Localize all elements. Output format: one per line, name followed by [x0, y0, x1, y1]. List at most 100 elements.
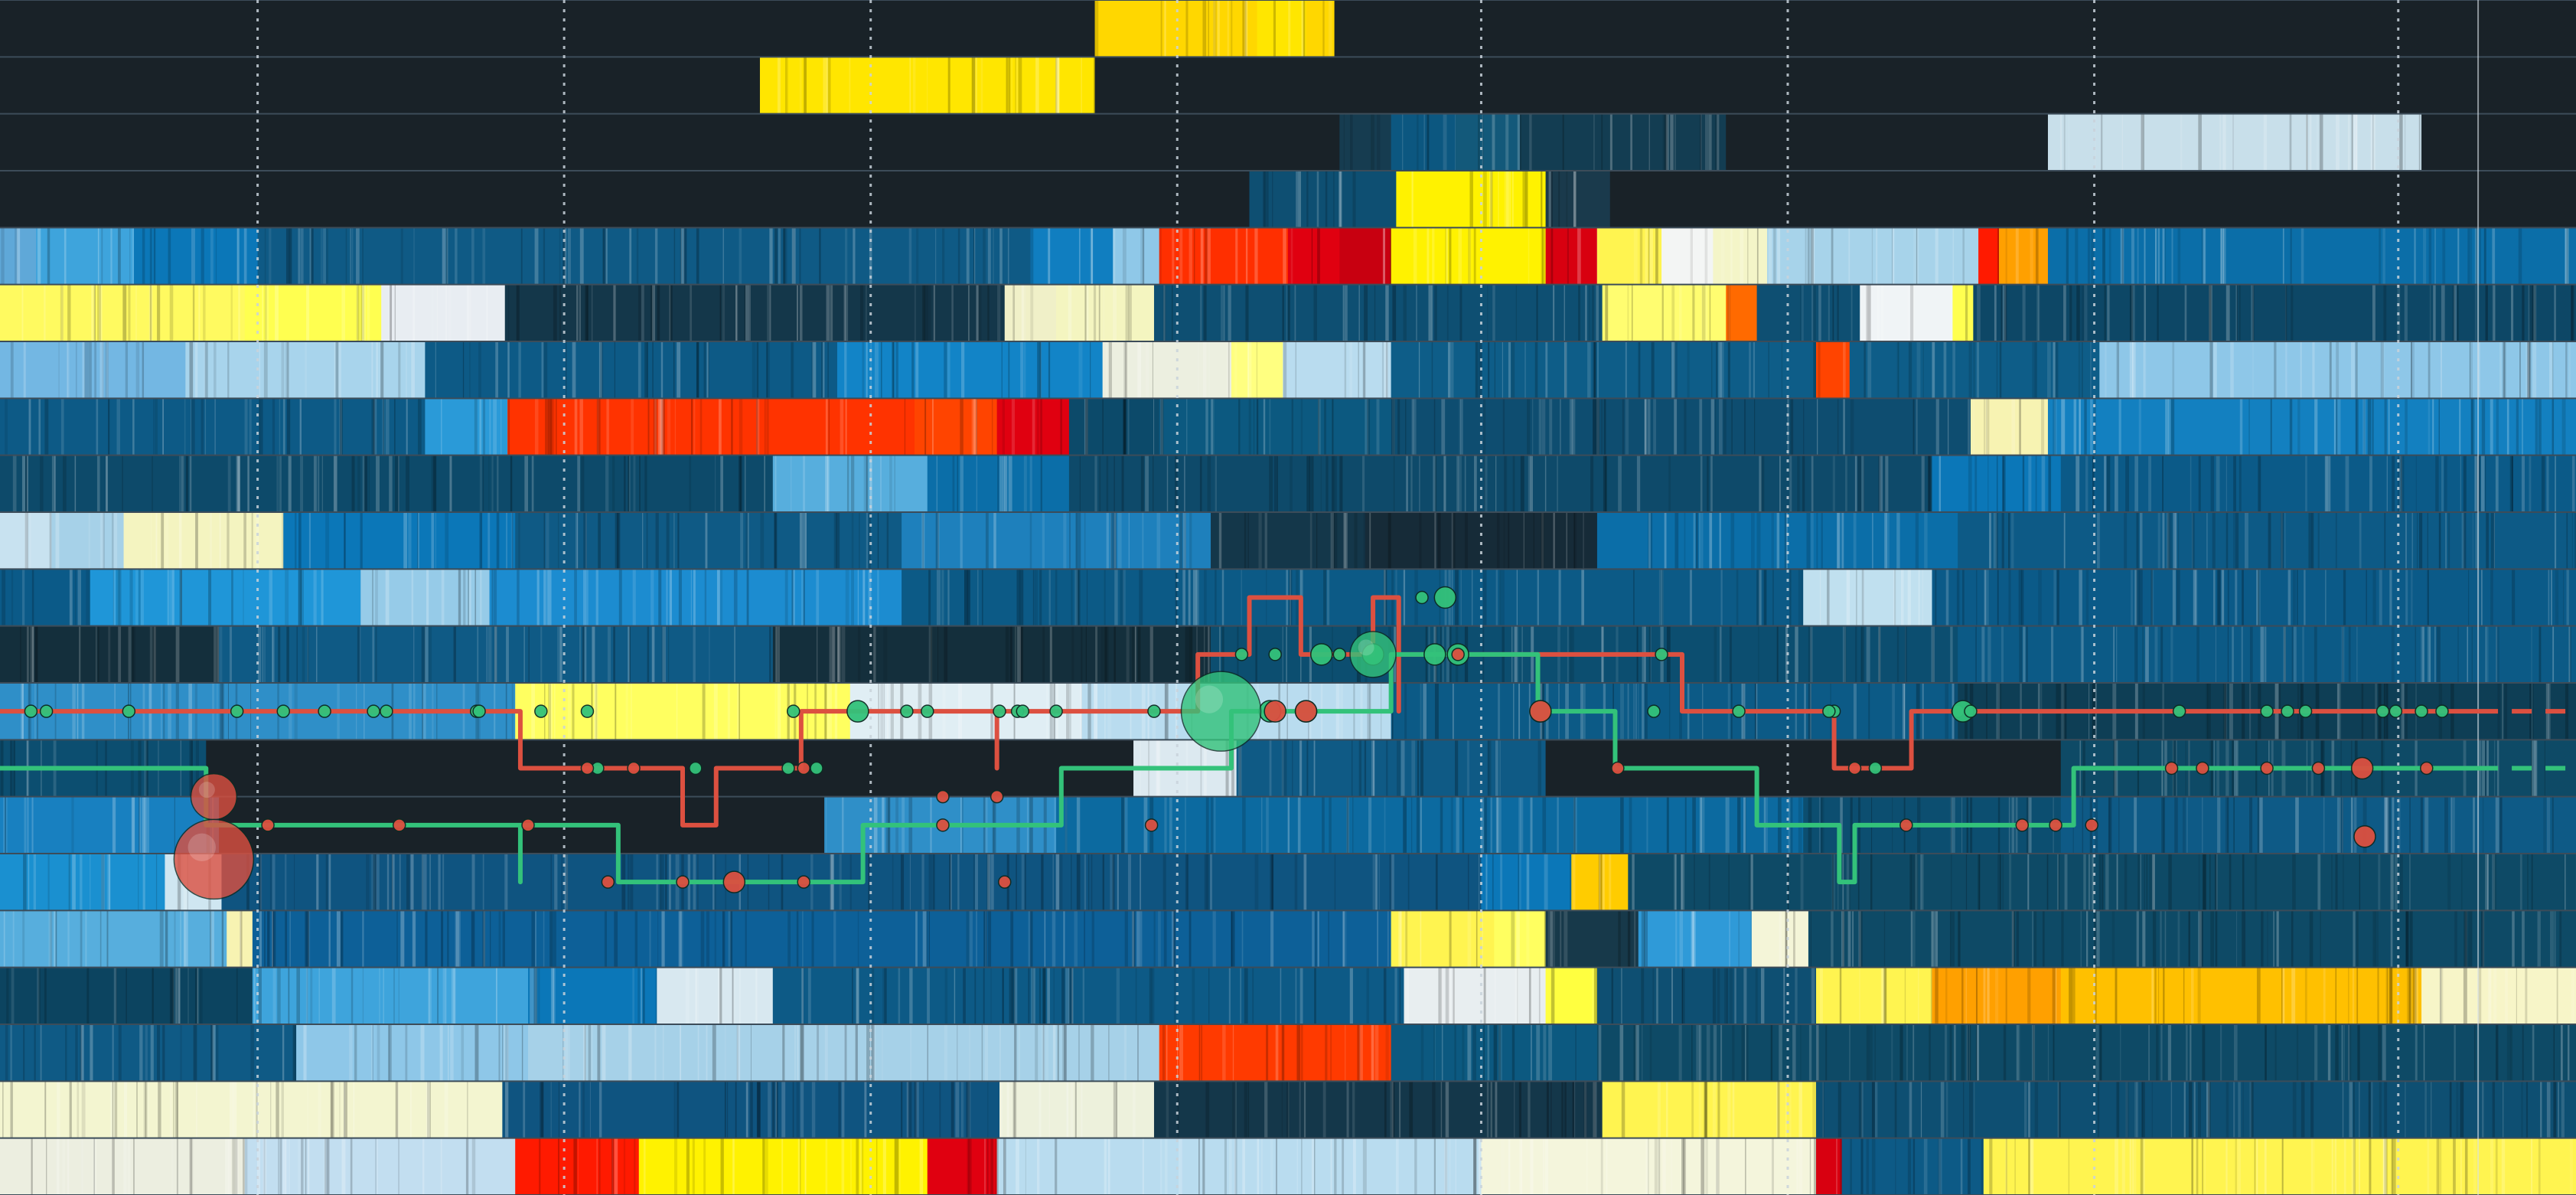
- heatmap-streak: [1601, 398, 1603, 455]
- heatmap-streak: [339, 398, 343, 455]
- heatmap-streak: [693, 398, 696, 455]
- heatmap-streak: [1790, 398, 1794, 455]
- heatmap-streak: [756, 341, 759, 399]
- heatmap-streak: [1331, 512, 1335, 570]
- heatmap-streak: [693, 569, 696, 626]
- heatmap-streak: [1399, 1081, 1401, 1138]
- heatmap-streak: [1140, 227, 1143, 285]
- heatmap-streak: [658, 569, 662, 626]
- heatmap-streak: [1364, 341, 1366, 399]
- heatmap-streak: [2391, 1138, 2393, 1195]
- heatmap-streak: [628, 455, 631, 512]
- heatmap-streak: [792, 1081, 794, 1138]
- heatmap-streak: [1831, 854, 1836, 911]
- heatmap-streak: [680, 910, 683, 968]
- route-marker: [1144, 818, 1159, 832]
- heatmap-streak: [1488, 341, 1490, 399]
- heatmap-streak: [2198, 113, 2202, 171]
- heatmap-streak: [696, 227, 699, 285]
- heatmap-streak: [1110, 854, 1114, 911]
- heatmap-streak: [2058, 1081, 2061, 1138]
- heatmap-streak: [422, 1138, 425, 1195]
- heatmap-streak: [2372, 113, 2376, 171]
- heatmap-streak: [2167, 512, 2170, 570]
- heatmap-streak: [2241, 625, 2243, 683]
- heatmap-streak: [2531, 1138, 2533, 1195]
- heatmap-streak: [1837, 512, 1841, 570]
- heatmap-streak: [1716, 341, 1718, 399]
- heatmap-streak: [1693, 854, 1695, 911]
- heatmap-streak: [2385, 967, 2389, 1024]
- heatmap-streak: [543, 569, 546, 626]
- heatmap-streak: [2182, 796, 2186, 854]
- route-marker: [1899, 818, 1913, 832]
- heatmap-streak: [1213, 0, 1217, 57]
- heatmap-streak: [1032, 398, 1035, 455]
- heatmap-streak: [1238, 398, 1241, 455]
- heatmap-streak: [2116, 341, 2119, 399]
- heatmap-cell: [1094, 57, 2576, 114]
- route-marker: [1964, 704, 1978, 718]
- heatmap-streak: [704, 569, 707, 626]
- heatmap-cell: [252, 910, 1392, 968]
- heatmap-streak: [1812, 1081, 1817, 1138]
- heatmap-streak: [1800, 854, 1804, 911]
- heatmap-streak: [1085, 398, 1088, 455]
- heatmap-streak: [2134, 625, 2137, 683]
- heatmap-streak: [1244, 1081, 1248, 1138]
- heatmap-streak: [157, 1024, 160, 1082]
- heatmap-streak: [60, 284, 64, 341]
- heatmap-streak: [281, 1081, 284, 1138]
- heatmap-streak: [1234, 1138, 1237, 1195]
- heatmap-streak: [703, 1138, 706, 1195]
- heatmap-streak: [1839, 967, 1842, 1024]
- heatmap-streak: [2409, 796, 2411, 854]
- heatmap-streak: [1016, 57, 1019, 114]
- heatmap-streak: [840, 398, 844, 455]
- heatmap-streak: [1952, 341, 1956, 399]
- heatmap-streak: [436, 284, 439, 341]
- heatmap-streak: [1671, 284, 1675, 341]
- heatmap-streak: [736, 1024, 739, 1082]
- heatmap-streak: [2117, 1081, 2120, 1138]
- heatmap-streak: [2343, 569, 2346, 626]
- heatmap-streak: [1709, 512, 1713, 570]
- heatmap-streak: [715, 455, 716, 512]
- heatmap-streak: [2091, 227, 2095, 285]
- heatmap-streak: [385, 569, 390, 626]
- heatmap-streak: [1324, 398, 1326, 455]
- heatmap-streak: [548, 398, 552, 455]
- heatmap-streak: [1431, 284, 1433, 341]
- heatmap-streak: [2160, 625, 2164, 683]
- heatmap-streak: [1303, 0, 1306, 57]
- heatmap-streak: [110, 1081, 113, 1138]
- heatmap-streak: [411, 341, 415, 399]
- heatmap-streak: [1106, 455, 1109, 512]
- heatmap-streak: [564, 854, 569, 911]
- heatmap-streak: [1573, 796, 1577, 854]
- heatmap-streak: [599, 341, 603, 399]
- heatmap-streak: [1597, 341, 1599, 399]
- heatmap-streak: [2552, 398, 2555, 455]
- heatmap-streak: [800, 1024, 804, 1082]
- heatmap-streak: [305, 967, 308, 1024]
- heatmap-streak: [1573, 796, 1575, 854]
- heatmap-streak: [2079, 398, 2081, 455]
- heatmap-streak: [298, 1138, 302, 1195]
- heatmap-streak: [752, 341, 756, 399]
- heatmap-streak: [259, 854, 262, 911]
- heatmap-streak: [339, 1081, 341, 1138]
- heatmap-streak: [859, 1138, 862, 1195]
- heatmap-streak: [816, 569, 820, 626]
- heatmap-streak: [915, 910, 918, 968]
- heatmap-streak: [1296, 1024, 1301, 1082]
- heatmap-streak: [334, 455, 337, 512]
- heatmap-streak: [12, 455, 17, 512]
- heatmap-streak: [2381, 341, 2385, 399]
- heatmap-streak: [1021, 854, 1025, 911]
- heatmap-streak: [133, 1138, 135, 1195]
- heatmap-streak: [1661, 284, 1664, 341]
- heatmap-streak: [2088, 854, 2091, 911]
- heatmap-streak: [1935, 398, 1939, 455]
- heatmap-cell: [1391, 227, 1547, 285]
